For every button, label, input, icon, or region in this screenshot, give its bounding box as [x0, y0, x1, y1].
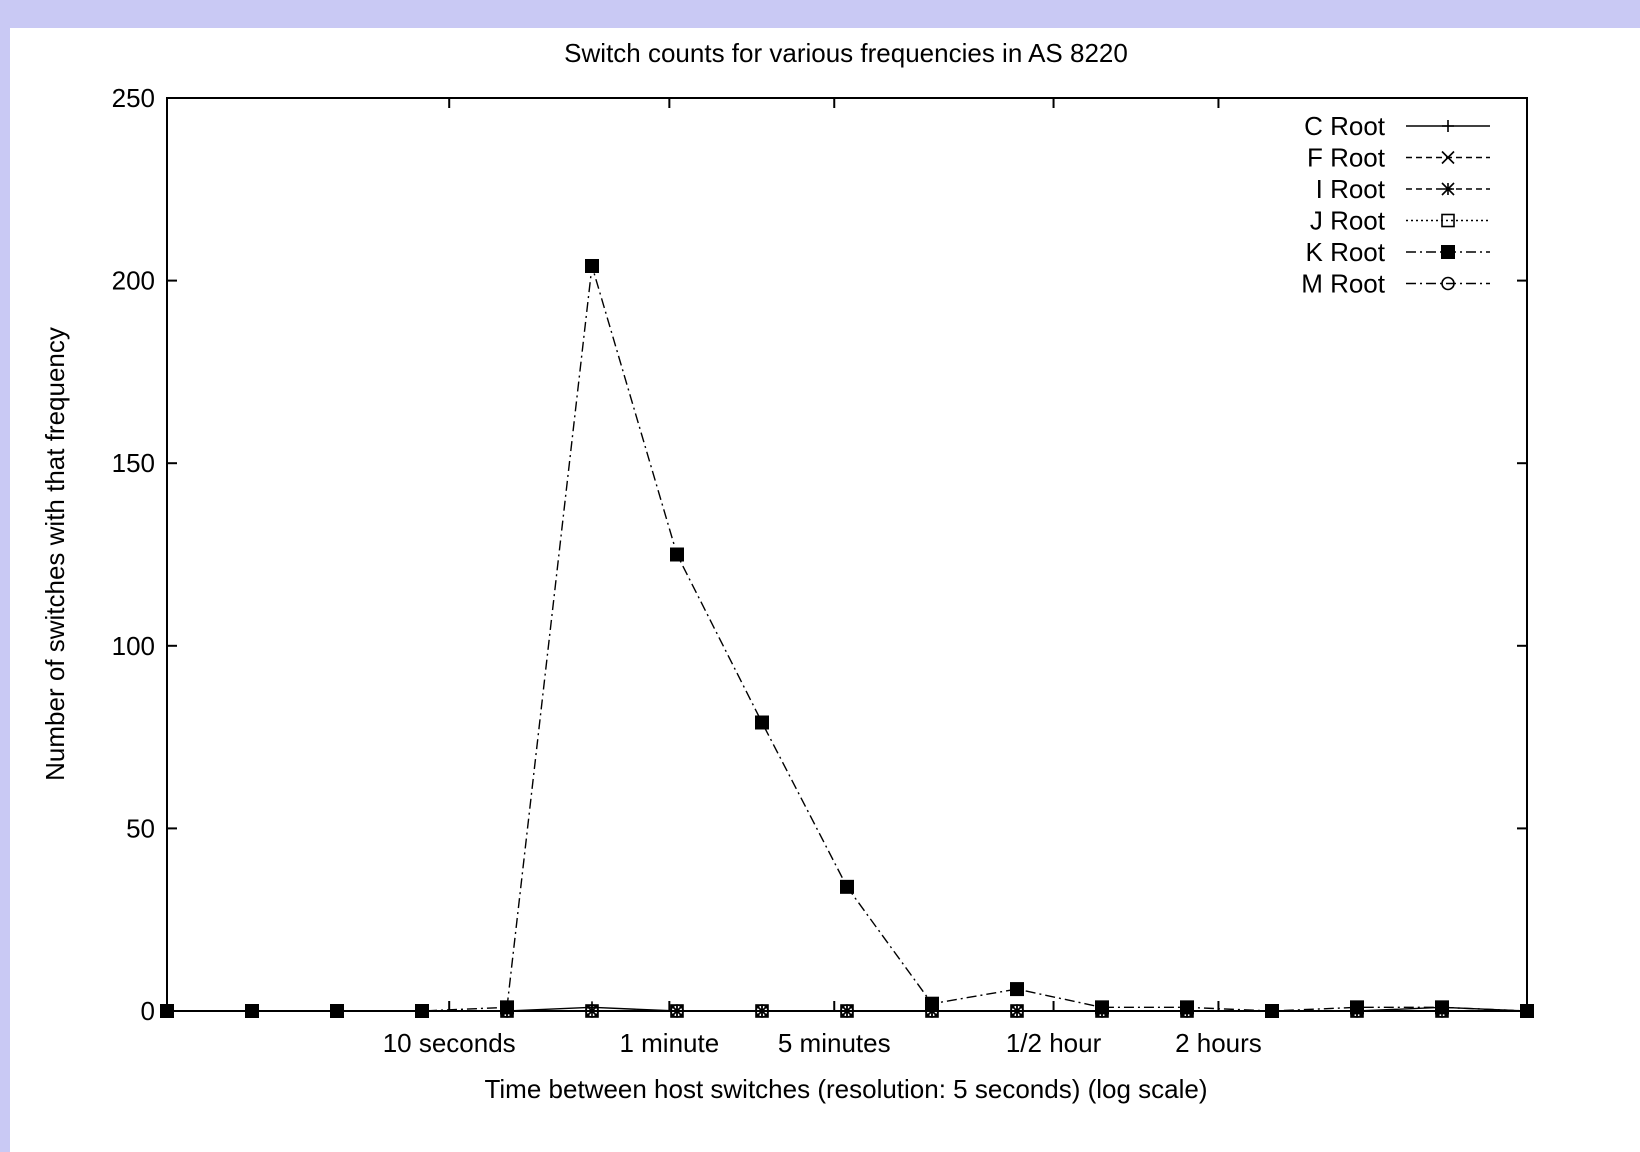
- data-point-k-root: [1520, 1004, 1534, 1018]
- data-point-m-root: [670, 1004, 684, 1018]
- legend-label-k-root: K Root: [1306, 237, 1386, 267]
- data-point-m-root: [1010, 1004, 1024, 1018]
- y-tick-label: 200: [112, 266, 155, 296]
- x-axis-label: Time between host switches (resolution: …: [484, 1074, 1207, 1104]
- chart-title: Switch counts for various frequencies in…: [564, 38, 1128, 68]
- data-point-m-root: [585, 1004, 599, 1018]
- x-tick-label: 10 seconds: [383, 1028, 516, 1058]
- data-point-k-root: [160, 1004, 174, 1018]
- legend-label-i-root: I Root: [1316, 174, 1386, 204]
- series-k-root: [160, 258, 1534, 1018]
- data-point-k-root: [1010, 982, 1024, 997]
- data-point-k-root: [245, 1004, 259, 1018]
- legend-marker-k-root: [1441, 245, 1455, 259]
- data-point-k-root: [1265, 1004, 1279, 1018]
- y-tick-label: 100: [112, 631, 155, 661]
- y-tick-label: 0: [141, 996, 155, 1026]
- y-tick-label: 150: [112, 448, 155, 478]
- chart-frame: Switch counts for various frequencies in…: [10, 28, 1640, 1152]
- x-tick-label: 1/2 hour: [1006, 1028, 1102, 1058]
- legend-label-j-root: J Root: [1310, 206, 1386, 236]
- legend-marker-m-root: [1441, 276, 1455, 291]
- x-tick-label: 5 minutes: [778, 1028, 891, 1058]
- legend-label-f-root: F Root: [1307, 143, 1386, 173]
- data-point-m-root: [840, 1004, 854, 1018]
- data-point-k-root: [500, 1000, 514, 1015]
- line-chart: Switch counts for various frequencies in…: [40, 38, 1534, 1104]
- data-point-k-root: [415, 1004, 429, 1018]
- data-point-k-root: [755, 715, 769, 730]
- data-point-k-root: [330, 1004, 344, 1018]
- data-point-k-root: [1095, 1000, 1109, 1015]
- data-point-k-root: [1435, 1000, 1449, 1015]
- data-point-m-root: [755, 1004, 769, 1018]
- data-point-k-root: [925, 996, 939, 1011]
- legend-label-c-root: C Root: [1304, 111, 1386, 141]
- y-tick-label: 50: [126, 813, 155, 843]
- data-point-k-root: [1180, 1000, 1194, 1015]
- legend-marker-j-root: [1441, 213, 1455, 228]
- legend-marker-i-root: [1441, 182, 1455, 196]
- data-point-k-root: [670, 547, 684, 562]
- y-tick-label: 250: [112, 83, 155, 113]
- legend-label-m-root: M Root: [1301, 269, 1386, 299]
- data-point-k-root: [1350, 1000, 1364, 1015]
- data-point-k-root: [585, 258, 599, 273]
- x-tick-label: 2 hours: [1175, 1028, 1262, 1058]
- data-point-k-root: [840, 879, 854, 894]
- legend-marker-c-root: [1442, 120, 1454, 132]
- y-axis-label: Number of switches with that frequency: [40, 327, 70, 781]
- x-tick-label: 1 minute: [619, 1028, 719, 1058]
- series-line-k-root: [167, 265, 1528, 1012]
- legend-marker-f-root: [1441, 150, 1455, 165]
